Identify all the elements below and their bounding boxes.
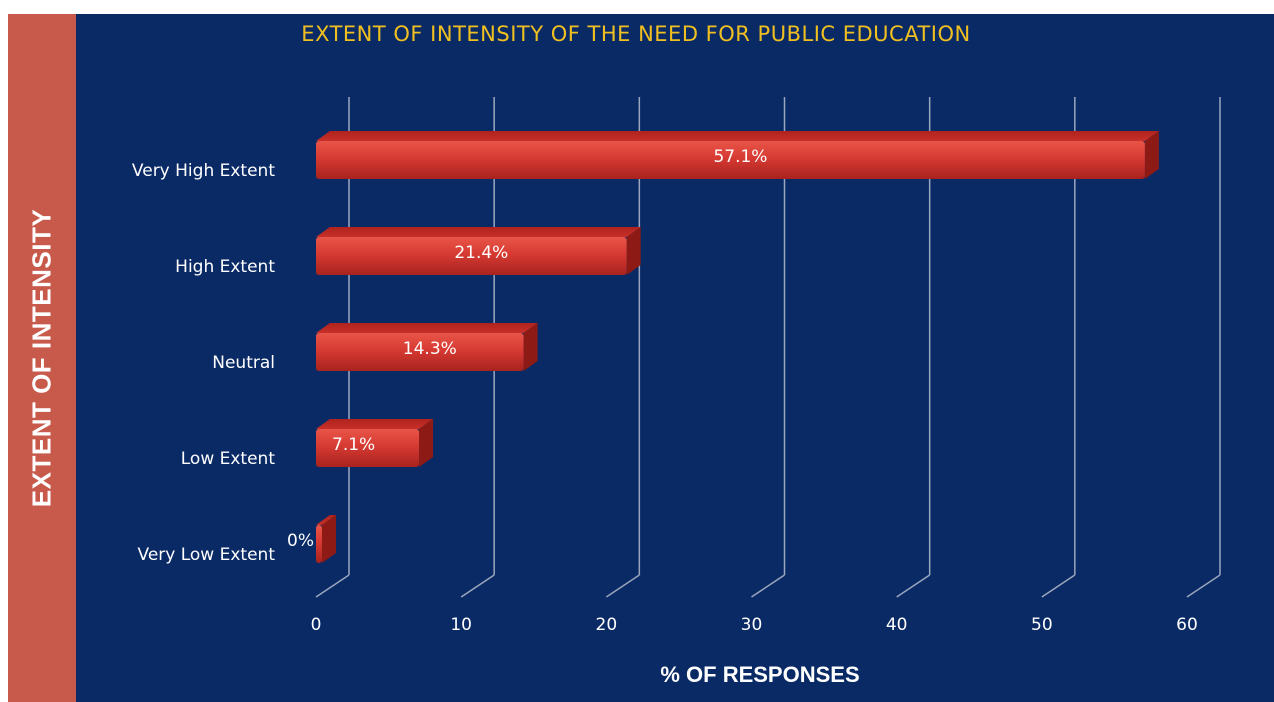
bar-top-face bbox=[316, 131, 1159, 141]
gridline-floor bbox=[1041, 574, 1076, 598]
gridline-floor bbox=[460, 574, 495, 598]
bar bbox=[316, 525, 322, 563]
x-axis-title: % OF RESPONSES bbox=[660, 662, 860, 687]
chart-title: EXTENT OF INTENSITY OF THE NEED FOR PUBL… bbox=[301, 22, 971, 46]
data-label: 0% bbox=[287, 531, 314, 551]
data-label: 7.1% bbox=[332, 435, 375, 455]
data-label: 14.3% bbox=[403, 339, 457, 359]
category-label: High Extent bbox=[175, 257, 275, 277]
gridline-floor bbox=[315, 574, 350, 598]
category-label: Neutral bbox=[212, 353, 275, 373]
bar-top-face bbox=[316, 323, 538, 333]
bar bbox=[316, 237, 627, 275]
bar-side-face bbox=[322, 515, 336, 563]
y-axis-title-band bbox=[8, 14, 76, 702]
category-label: Very Low Extent bbox=[138, 545, 276, 565]
bar-side-face bbox=[626, 227, 641, 275]
bar bbox=[316, 429, 420, 467]
x-tick-label: 0 bbox=[311, 615, 322, 635]
bar-side-face bbox=[523, 323, 538, 371]
x-tick-label: 30 bbox=[741, 615, 763, 635]
bar-top-face bbox=[316, 227, 641, 237]
x-tick-label: 20 bbox=[596, 615, 618, 635]
bar-side-face bbox=[419, 419, 434, 467]
x-tick-label: 50 bbox=[1031, 615, 1053, 635]
bar-top-face bbox=[316, 419, 434, 429]
data-label: 57.1% bbox=[713, 147, 767, 167]
gridline-floor bbox=[751, 574, 785, 598]
gridline-floor bbox=[1186, 574, 1221, 598]
x-tick-label: 10 bbox=[450, 615, 472, 635]
category-label: Very High Extent bbox=[132, 161, 275, 181]
bar bbox=[316, 333, 524, 371]
gridline-floor bbox=[605, 574, 640, 598]
data-label: 21.4% bbox=[454, 243, 508, 263]
bar-side-face bbox=[1144, 131, 1159, 179]
x-tick-label: 40 bbox=[886, 615, 908, 635]
bar-top-face bbox=[316, 515, 336, 525]
bar bbox=[316, 141, 1145, 179]
x-tick-label: 60 bbox=[1176, 615, 1198, 635]
gridline-floor bbox=[896, 574, 931, 598]
category-label: Low Extent bbox=[181, 449, 276, 469]
